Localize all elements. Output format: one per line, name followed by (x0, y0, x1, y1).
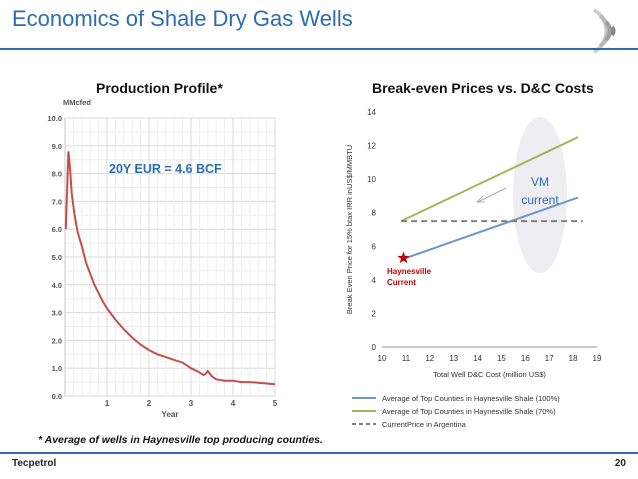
x-tick-label: 10 (378, 354, 387, 363)
x-tick-label: 4 (231, 399, 236, 408)
company-logo-icon (592, 8, 616, 54)
decline-curve (64, 151, 276, 386)
y-tick-label: 0.0 (52, 392, 62, 401)
y-tick-label: 10 (367, 175, 376, 184)
y-tick-label: 12 (367, 142, 376, 151)
legend-label: Average of Top Counties in Haynesville S… (382, 407, 556, 416)
y-tick-label: 9.0 (52, 142, 62, 151)
page-number: 20 (614, 458, 626, 469)
eur-annotation: 20Y EUR = 4.6 BCF (109, 162, 222, 176)
production-profile-chart: 0.0 1.0 2.0 3.0 4.0 5.0 6.0 7.0 8.0 9.0 10.0 1 2 3 4 5 M… (47, 98, 278, 419)
y-tick-label: 4.0 (52, 281, 62, 290)
breakeven-chart-title: Break-even Prices vs. D&C Costs (372, 80, 594, 96)
x-tick-label: 14 (473, 354, 482, 363)
legend-label: Average of Top Counties in Haynesville S… (382, 394, 560, 403)
y-tick-label: 4 (372, 276, 377, 285)
vm-label: VM (531, 175, 549, 189)
x-tick-label: 11 (402, 354, 411, 363)
slide-title: Economics of Shale Dry Gas Wells (12, 6, 353, 31)
series-line-2 (400, 136, 579, 223)
x-axis-label: Total Well D&C Cost (million US$) (433, 370, 546, 379)
title-underline (0, 48, 638, 50)
y-axis-label: MMcfed (63, 98, 91, 107)
y-axis-label: Break Even Price for 15% btax IRR inUS$/… (345, 145, 354, 314)
breakeven-chart: 0 2 4 6 8 10 12 14 10 11 12 13 14 15 16 17 18 19 Total Wel… (345, 108, 602, 429)
x-tick-label: 18 (569, 354, 578, 363)
series-line-1 (400, 196, 579, 261)
vm-arrow-head (476, 195, 485, 203)
y-tick-label: 1.0 (52, 364, 62, 373)
y-tick-label: 10.0 (47, 114, 62, 123)
x-tick-label: 3 (189, 399, 194, 408)
x-tick-label: 19 (593, 354, 602, 363)
footnote: * Average of wells in Haynesville top pr… (38, 434, 323, 446)
x-tick-label: 5 (273, 399, 278, 408)
x-tick-label: 16 (521, 354, 530, 363)
y-tick-label: 0 (372, 343, 377, 352)
y-tick-label: 5.0 (52, 253, 62, 262)
vm-arrow (477, 187, 507, 203)
x-tick-label: 2 (147, 399, 152, 408)
legend-label: CurrentPrice in Argentina (382, 420, 467, 429)
vm-label: current (521, 193, 559, 207)
y-tick-label: 2 (372, 309, 377, 318)
y-tick-label: 8.0 (52, 170, 62, 179)
haynesville-label: Current (387, 278, 416, 287)
x-axis-label: Year (162, 410, 179, 419)
haynesville-star-icon (397, 251, 410, 264)
y-tick-label: 8 (372, 209, 377, 218)
haynesville-label: Haynesville (387, 267, 432, 276)
x-tick-label: 15 (497, 354, 506, 363)
footer-company: Tecpetrol (12, 458, 57, 469)
y-tick-label: 6.0 (52, 225, 62, 234)
y-tick-label: 14 (367, 108, 376, 117)
footer-rule (0, 452, 638, 454)
y-tick-label: 3.0 (52, 309, 62, 318)
x-tick-label: 17 (545, 354, 554, 363)
x-tick-label: 13 (449, 354, 458, 363)
y-tick-label: 2.0 (52, 336, 62, 345)
vm-highlight (513, 117, 567, 273)
y-tick-label: 7.0 (52, 197, 62, 206)
y-tick-label: 6 (372, 242, 377, 251)
x-tick-label: 1 (105, 399, 110, 408)
production-profile-title: Production Profile* (96, 80, 223, 96)
x-tick-label: 12 (425, 354, 434, 363)
